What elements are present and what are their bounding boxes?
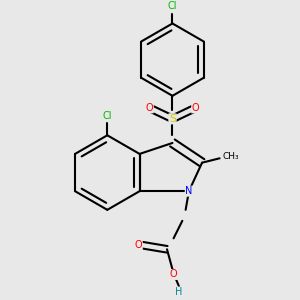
Text: O: O: [192, 103, 199, 113]
Text: O: O: [170, 269, 177, 280]
Text: N: N: [185, 186, 193, 196]
Text: Cl: Cl: [168, 1, 177, 11]
Text: S: S: [169, 114, 176, 124]
Text: Cl: Cl: [103, 111, 112, 121]
Text: O: O: [146, 103, 153, 113]
Text: O: O: [135, 240, 142, 250]
Text: CH₃: CH₃: [222, 152, 239, 160]
Text: H: H: [176, 287, 183, 297]
